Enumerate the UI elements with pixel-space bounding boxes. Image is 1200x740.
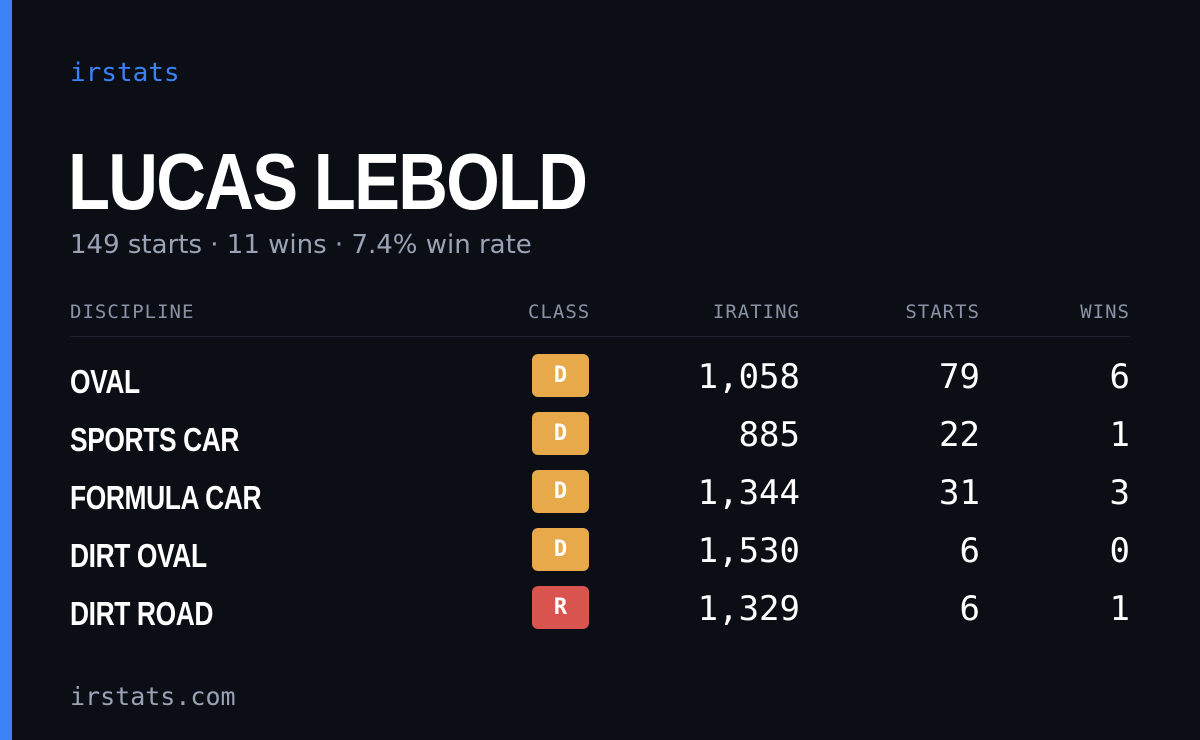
wins-value: 6 [1109, 357, 1130, 397]
discipline-name: SPORTS CAR [70, 421, 240, 458]
wins-value: 3 [1109, 473, 1130, 513]
table-row: OVAL D 1,058 79 6 [70, 354, 1130, 412]
column-header-class: CLASS [528, 301, 591, 323]
class-badge: D [532, 354, 589, 397]
footer-domain: irstats.com [70, 682, 236, 711]
starts-value: 6 [959, 531, 980, 571]
wins-value: 1 [1109, 415, 1130, 455]
column-header-irating: IRATING [712, 301, 800, 323]
discipline-name: OVAL [70, 363, 140, 400]
starts-value: 6 [959, 589, 980, 629]
discipline-name: FORMULA CAR [70, 479, 262, 516]
column-header-starts: STARTS [905, 301, 980, 323]
player-summary: 149 starts · 11 wins · 7.4% win rate [70, 230, 532, 260]
table-header: DISCIPLINE CLASS IRATING STARTS WINS [70, 298, 1130, 337]
table-row: DIRT ROAD R 1,329 6 1 [70, 586, 1130, 644]
column-header-wins: WINS [1080, 301, 1130, 323]
table-row: SPORTS CAR D 885 22 1 [70, 412, 1130, 470]
class-badge: R [532, 586, 589, 629]
irating-value: 1,344 [697, 473, 800, 513]
player-name: LUCAS LEBOLD [68, 137, 588, 226]
class-badge: D [532, 412, 589, 455]
starts-value: 31 [939, 473, 980, 513]
table-row: FORMULA CAR D 1,344 31 3 [70, 470, 1130, 528]
accent-bar [0, 0, 12, 740]
class-badge: D [532, 470, 589, 513]
starts-value: 22 [939, 415, 980, 455]
irating-value: 1,329 [697, 589, 800, 629]
class-badge: D [532, 528, 589, 571]
brand-logo-text: irstats [70, 58, 180, 88]
wins-value: 0 [1109, 531, 1130, 571]
irating-value: 885 [738, 415, 800, 455]
irating-value: 1,058 [697, 357, 800, 397]
wins-value: 1 [1109, 589, 1130, 629]
irating-value: 1,530 [697, 531, 800, 571]
starts-value: 79 [939, 357, 980, 397]
table-row: DIRT OVAL D 1,530 6 0 [70, 528, 1130, 586]
column-header-discipline: DISCIPLINE [70, 301, 195, 323]
discipline-name: DIRT OVAL [70, 537, 207, 574]
discipline-name: DIRT ROAD [70, 595, 214, 632]
